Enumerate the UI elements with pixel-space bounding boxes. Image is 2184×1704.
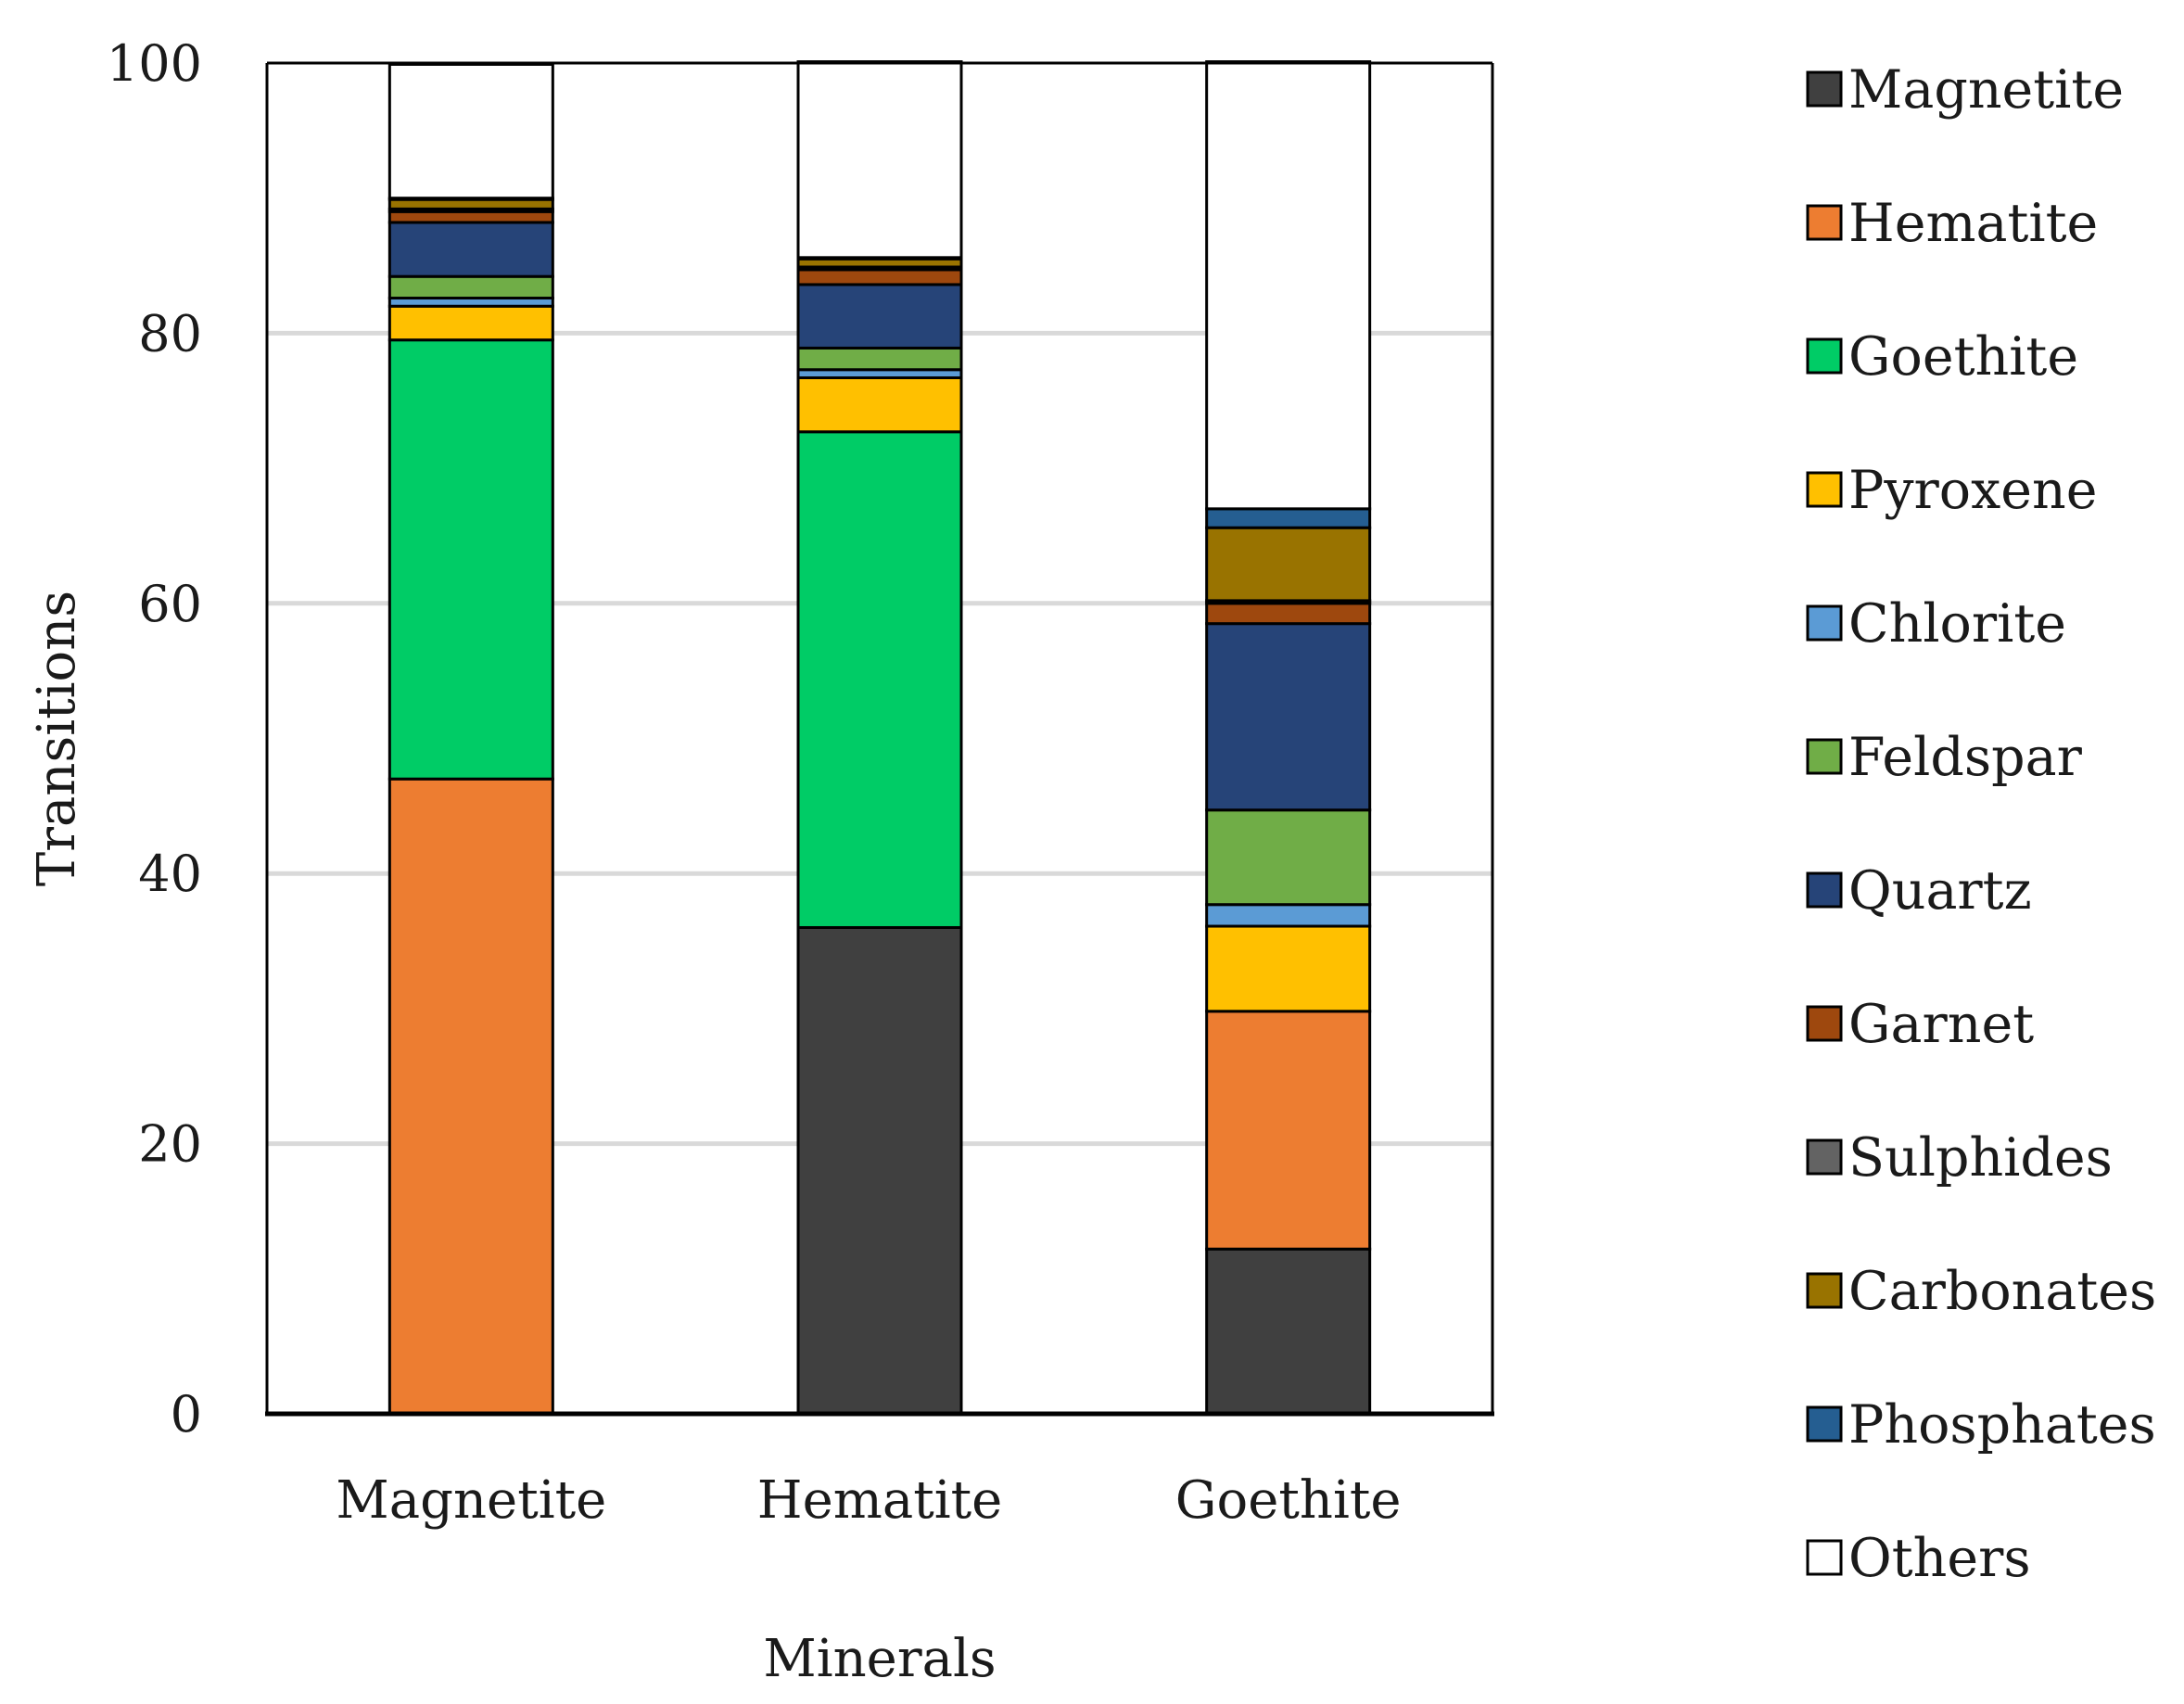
legend-swatch-sulphides	[1806, 1138, 1843, 1176]
bar-segment-hematite-quartz	[796, 283, 963, 350]
legend-swatch-magnetite	[1806, 70, 1843, 108]
bar-segment-goethite-magnetite	[1205, 1247, 1372, 1416]
bar-segment-goethite-hematite	[1205, 1010, 1372, 1251]
bar-segment-magnetite-hematite	[387, 777, 554, 1416]
legend-swatch-feldspar	[1806, 738, 1843, 775]
y-tick-labels: 0 20 40 60 80 100	[107, 34, 202, 1443]
legend-item-pyroxene: Pyroxene	[1806, 460, 2097, 521]
legend-item-magnetite: Magnetite	[1806, 59, 2124, 121]
bar-stack-magnetite	[387, 62, 554, 1416]
legend-item-carbonates: Carbonates	[1806, 1261, 2156, 1322]
x-category-labels: Magnetite Hematite Goethite	[336, 1470, 1401, 1531]
legend-label-quartz: Quartz	[1848, 860, 2032, 922]
legend-item-chlorite: Chlorite	[1806, 593, 2066, 655]
legend-item-quartz: Quartz	[1806, 860, 2032, 922]
bar-stack-hematite	[796, 60, 963, 1416]
legend-item-goethite: Goethite	[1806, 326, 2078, 388]
legend-swatch-phosphates	[1806, 1405, 1843, 1443]
bar-segment-goethite-phosphates	[1205, 507, 1372, 529]
legend-swatch-garnet	[1806, 1005, 1843, 1042]
bar-segment-goethite-others	[1205, 60, 1372, 511]
bar-segment-goethite-quartz	[1205, 622, 1372, 812]
legend-label-pyroxene: Pyroxene	[1848, 460, 2097, 521]
bar-stack-goethite	[1205, 60, 1372, 1416]
y-tick-label-0: 0	[171, 1385, 202, 1443]
legend-label-feldspar: Feldspar	[1848, 727, 2083, 788]
legend-label-garnet: Garnet	[1848, 994, 2034, 1055]
legend-label-chlorite: Chlorite	[1848, 593, 2066, 655]
legend-label-magnetite: Magnetite	[1848, 59, 2124, 121]
legend-item-feldspar: Feldspar	[1806, 727, 2083, 788]
bar-segment-goethite-chlorite	[1205, 903, 1372, 928]
bar-segment-goethite-garnet	[1205, 602, 1372, 626]
legend-label-goethite: Goethite	[1848, 326, 2078, 388]
legend-swatch-others	[1806, 1539, 1843, 1576]
bar-segment-goethite-carbonates	[1205, 526, 1372, 603]
legend-label-phosphates: Phosphates	[1848, 1394, 2156, 1456]
y-tick-label-100: 100	[107, 34, 202, 93]
y-tick-label-60: 60	[138, 575, 202, 633]
legend-label-others: Others	[1848, 1528, 2031, 1589]
y-tick-label-40: 40	[138, 845, 202, 903]
bar-segment-magnetite-others	[387, 62, 554, 200]
y-tick-label-20: 20	[138, 1115, 202, 1174]
bar-segment-magnetite-pyroxene	[387, 304, 554, 342]
legend-label-sulphides: Sulphides	[1848, 1127, 2113, 1189]
bar-segment-magnetite-feldspar	[387, 274, 554, 300]
bar-segment-hematite-pyroxene	[796, 375, 963, 434]
y-tick-label-80: 80	[138, 304, 202, 362]
legend-item-garnet: Garnet	[1806, 994, 2034, 1055]
legend-swatch-hematite	[1806, 204, 1843, 241]
legend: Magnetite Hematite Goethite Pyroxene Chlorit…	[1806, 59, 2156, 1589]
bar-segment-hematite-garnet	[796, 268, 963, 286]
bar-segment-goethite-feldspar	[1205, 808, 1372, 907]
y-axis-title: Transitions	[27, 591, 87, 886]
legend-label-carbonates: Carbonates	[1848, 1261, 2156, 1322]
bar-segment-hematite-others	[796, 60, 963, 260]
axes	[265, 61, 1494, 1417]
bar-segment-magnetite-carbonates	[387, 197, 554, 210]
x-axis-title: Minerals	[763, 1629, 996, 1689]
bar-segment-magnetite-garnet	[387, 210, 554, 224]
legend-swatch-goethite	[1806, 337, 1843, 375]
x-tick-label-hematite: Hematite	[757, 1470, 1003, 1531]
legend-item-hematite: Hematite	[1806, 193, 2098, 254]
legend-item-others: Others	[1806, 1528, 2031, 1589]
bar-segment-magnetite-goethite	[387, 338, 554, 781]
legend-swatch-carbonates	[1806, 1272, 1843, 1309]
bar-segment-hematite-feldspar	[796, 346, 963, 372]
legend-swatch-quartz	[1806, 871, 1843, 909]
legend-label-hematite: Hematite	[1848, 193, 2098, 254]
x-tick-label-magnetite: Magnetite	[336, 1470, 606, 1531]
legend-item-phosphates: Phosphates	[1806, 1394, 2156, 1456]
legend-item-sulphides: Sulphides	[1806, 1127, 2113, 1189]
bar-segment-hematite-goethite	[796, 430, 963, 929]
bar-segment-goethite-pyroxene	[1205, 924, 1372, 1013]
bar-segment-hematite-magnetite	[796, 925, 963, 1416]
bars	[387, 60, 1372, 1416]
legend-swatch-pyroxene	[1806, 471, 1843, 508]
bar-segment-magnetite-quartz	[387, 221, 554, 278]
legend-swatch-chlorite	[1806, 604, 1843, 642]
x-tick-label-goethite: Goethite	[1175, 1470, 1402, 1531]
